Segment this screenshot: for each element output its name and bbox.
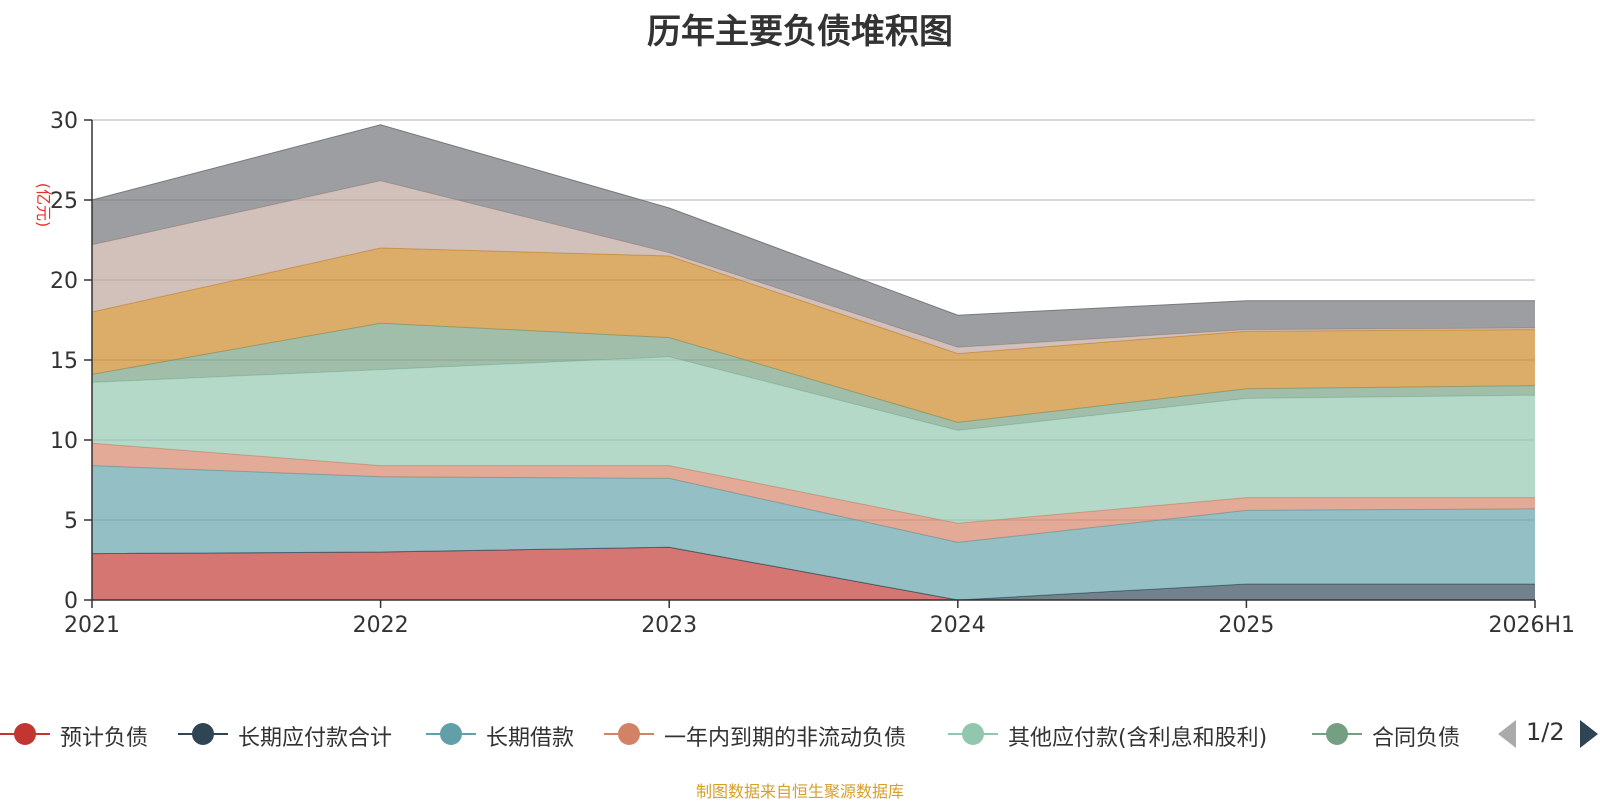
- y-tick-label: 20: [50, 269, 78, 294]
- y-tick-label: 10: [50, 429, 78, 454]
- y-tick-label: 25: [50, 189, 78, 214]
- area-series-9: [92, 124, 1535, 348]
- area-series-3: [92, 465, 1535, 600]
- legend-label: 长期借款: [486, 726, 575, 751]
- area-series-2: [92, 547, 1535, 600]
- pager-next-icon[interactable]: [1580, 720, 1598, 748]
- x-tick-label: 2023: [641, 613, 697, 638]
- area-series-4: [92, 443, 1535, 543]
- legend-label: 一年内到期的非流动负债: [664, 726, 907, 751]
- area-series-8: [92, 180, 1535, 354]
- legend-marker-icon: [1326, 723, 1348, 745]
- x-tick-label: 2026H1: [1488, 613, 1575, 638]
- source-note: 制图数据来自恒生聚源数据库: [695, 782, 904, 801]
- area-series-1: [92, 547, 1535, 600]
- x-tick-label: 2021: [64, 613, 120, 638]
- series-line-9: [91, 124, 1535, 316]
- y-tick-label: 30: [50, 109, 78, 134]
- legend-marker-icon: [962, 723, 984, 745]
- y-tick-label: 0: [64, 589, 78, 614]
- pager-text: 1/2: [1526, 718, 1565, 746]
- area-series-7: [92, 248, 1535, 423]
- pager-prev-icon[interactable]: [1498, 720, 1516, 748]
- legend-label: 预计负债: [60, 726, 149, 751]
- area-series-5: [92, 356, 1535, 524]
- legend-label: 合同负债: [1372, 726, 1461, 751]
- x-tick-label: 2022: [353, 613, 409, 638]
- y-axis-label: (亿元): [34, 183, 53, 228]
- x-tick-label: 2024: [930, 613, 986, 638]
- legend-marker-icon: [440, 723, 462, 745]
- y-tick-label: 5: [64, 509, 78, 534]
- legend-marker-icon: [14, 723, 36, 745]
- area-series-6: [92, 323, 1535, 431]
- legend-marker-icon: [192, 723, 214, 745]
- legend-label: 长期应付款合计: [238, 726, 393, 751]
- legend: 预计负债 长期应付款合计 长期借款 一年内到期的非流动负债 其他应付款(含利息和股利) 合…: [0, 716, 1600, 752]
- y-tick-label: 15: [50, 349, 78, 374]
- legend-marker-icon: [618, 723, 640, 745]
- legend-label: 其他应付款(含利息和股利): [1008, 726, 1268, 751]
- area-layer: [91, 124, 1536, 601]
- chart-title: 历年主要负债堆积图: [647, 12, 953, 52]
- x-tick-label: 2025: [1218, 613, 1274, 638]
